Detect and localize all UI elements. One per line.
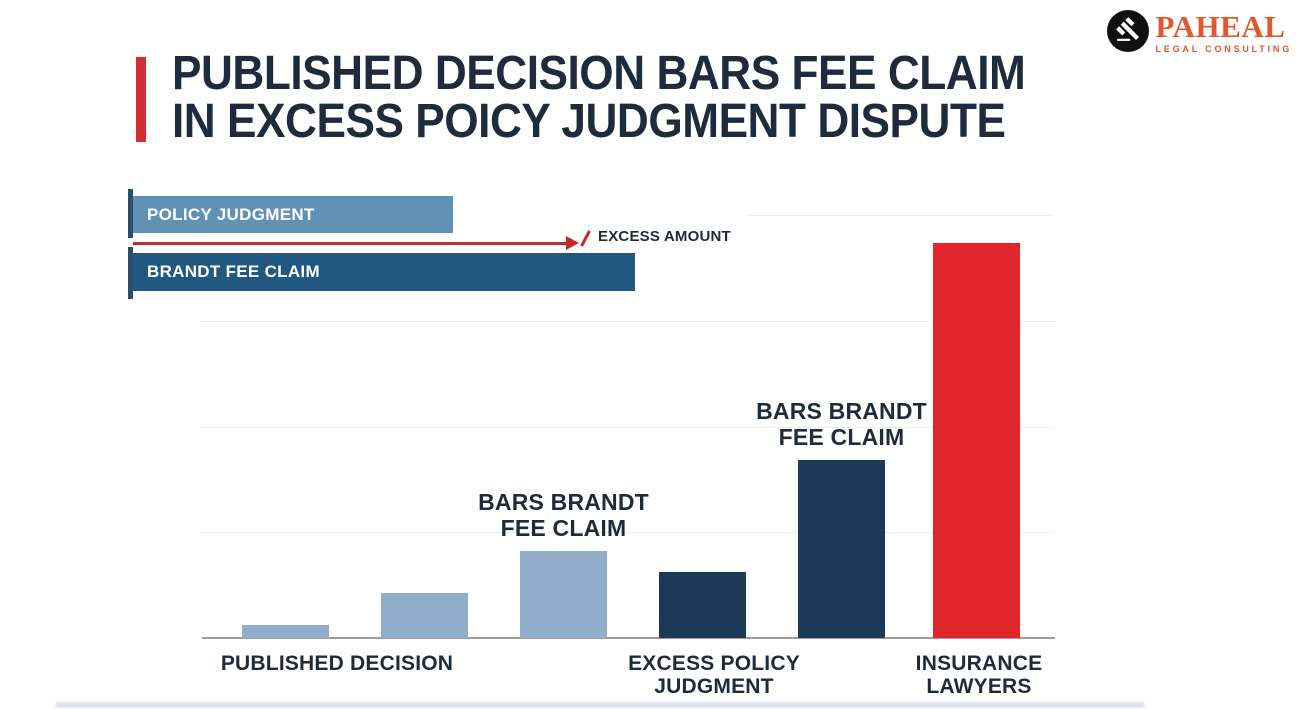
excess-arrow bbox=[133, 242, 566, 245]
policy-judgment-bar: POLICY JUDGMENT bbox=[133, 196, 453, 233]
x-axis bbox=[202, 637, 1055, 639]
category-label: INSURANCE LAWYERS bbox=[915, 652, 1043, 699]
brand-tagline: LEGAL CONSULTING bbox=[1155, 44, 1292, 54]
gridline bbox=[200, 321, 1055, 322]
bar bbox=[933, 243, 1020, 638]
bar-annotation: BARS BRANDT FEE CLAIM bbox=[756, 398, 927, 451]
bar bbox=[242, 625, 329, 638]
brandt-fee-claim-bar-label: BRANDT FEE CLAIM bbox=[147, 262, 320, 281]
logo-circle bbox=[1106, 10, 1149, 52]
excess-arrow-head-icon bbox=[566, 236, 579, 250]
page-title-line2: IN EXCESS POICY JUDGMENT DISPUTE bbox=[172, 95, 1006, 148]
excess-slash-mark bbox=[580, 230, 591, 247]
excess-amount-label: EXCESS AMOUNT bbox=[598, 228, 731, 245]
brandt-bar-left-cap bbox=[128, 247, 133, 299]
bar bbox=[798, 460, 885, 638]
logo-text: PAHEAL LEGAL CONSULTING bbox=[1156, 10, 1292, 54]
policy-bar-left-cap bbox=[128, 189, 133, 238]
gavel-icon bbox=[1115, 16, 1141, 47]
page-title-line1: PUBLISHED DECISION BARS FEE CLAIM bbox=[172, 47, 1026, 100]
policy-judgment-bar-label: POLICY JUDGMENT bbox=[147, 204, 315, 224]
bottom-artifact bbox=[55, 703, 1145, 707]
gridline bbox=[747, 215, 1053, 216]
title-accent-bar bbox=[136, 57, 146, 142]
brand-name: PAHEAL bbox=[1155, 9, 1286, 44]
gridline bbox=[200, 532, 1055, 533]
bar bbox=[381, 593, 468, 638]
bar bbox=[520, 551, 607, 638]
bar-annotation: BARS BRANDT FEE CLAIM bbox=[478, 489, 649, 542]
category-label: PUBLISHED DECISION bbox=[220, 652, 454, 675]
brandt-fee-claim-bar: BRANDT FEE CLAIM bbox=[133, 253, 635, 291]
page-title: PUBLISHED DECISION BARS FEE CLAIM IN EXCE… bbox=[172, 47, 1026, 148]
gridline bbox=[200, 427, 1055, 428]
brand-logo: PAHEAL LEGAL CONSULTING bbox=[1106, 10, 1292, 54]
category-label: EXCESS POLICY JUDGMENT bbox=[628, 652, 800, 699]
bar bbox=[659, 572, 746, 638]
